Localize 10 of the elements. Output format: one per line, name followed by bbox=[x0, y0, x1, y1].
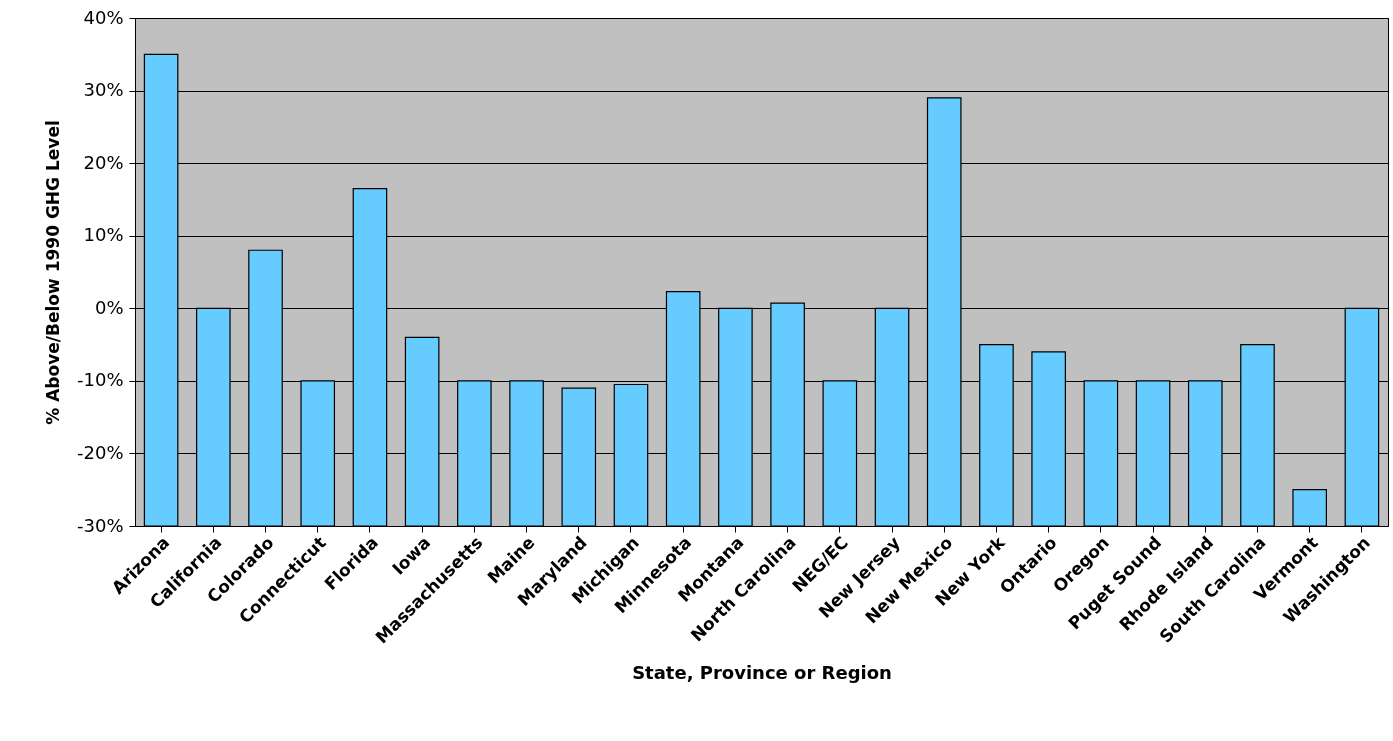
y-tick-label: -30% bbox=[76, 514, 124, 536]
y-axis-title: % Above/Below 1990 GHG Level bbox=[43, 120, 63, 425]
y-tick-label: 10% bbox=[83, 224, 124, 246]
y-tick-label: 0% bbox=[94, 296, 124, 318]
y-tick-label: 30% bbox=[83, 79, 124, 101]
y-tick-label: -10% bbox=[76, 369, 124, 391]
y-tick-label: 40% bbox=[83, 6, 124, 28]
y-tick-label: -20% bbox=[76, 441, 124, 463]
y-tick-label: 20% bbox=[83, 151, 124, 173]
x-axis-title: State, Province or Region bbox=[632, 661, 892, 683]
